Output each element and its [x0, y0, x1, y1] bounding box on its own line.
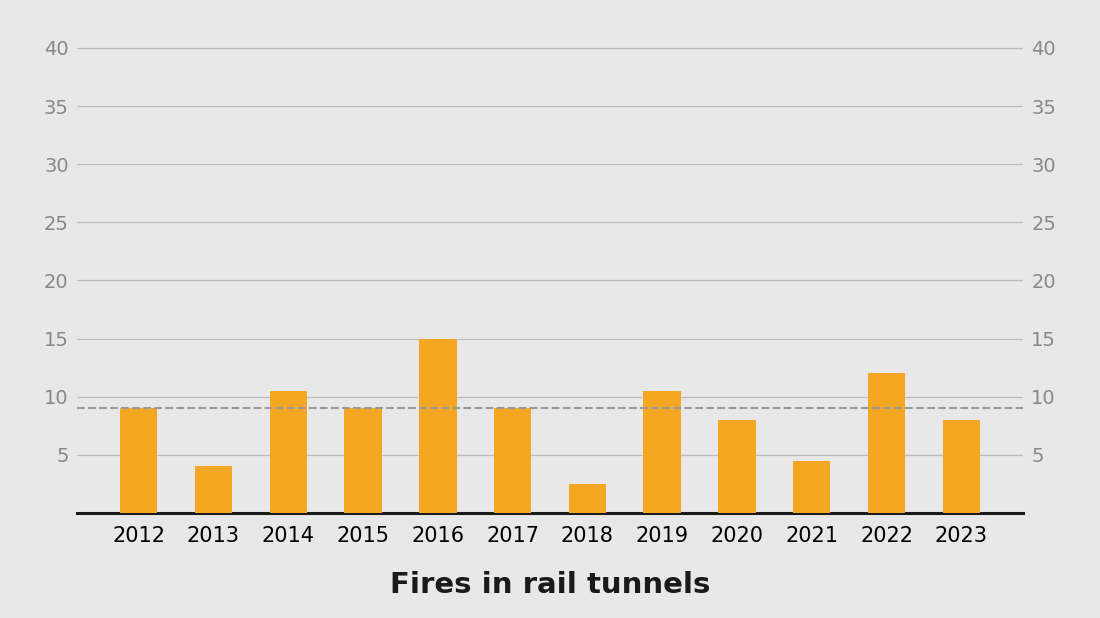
Bar — [195, 467, 232, 513]
Bar — [120, 408, 157, 513]
Bar — [569, 484, 606, 513]
Bar — [644, 391, 681, 513]
Bar — [868, 373, 905, 513]
Bar — [718, 420, 756, 513]
Bar — [419, 339, 456, 513]
Bar — [793, 460, 830, 513]
Bar — [494, 408, 531, 513]
Bar — [270, 391, 307, 513]
Bar — [344, 408, 382, 513]
Bar — [943, 420, 980, 513]
X-axis label: Fires in rail tunnels: Fires in rail tunnels — [389, 571, 711, 599]
